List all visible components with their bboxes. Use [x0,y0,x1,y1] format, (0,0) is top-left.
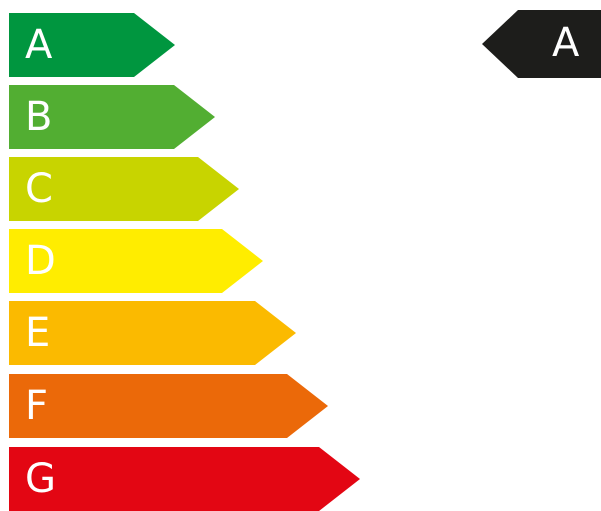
current-rating-indicator: A [482,10,601,78]
band-arrow-shape [9,229,263,293]
band-arrow-shape [9,447,360,511]
indicator-letter: A [552,20,580,66]
band-letter: A [25,22,53,68]
band-arrow-shape [9,85,215,149]
band-letter: G [25,456,56,502]
band-letter: E [25,310,51,356]
band-arrow-shape [9,301,296,365]
band-letter: B [25,94,53,140]
band-letter: D [25,238,56,284]
band-letter: F [25,383,49,429]
band-arrow-shape [9,13,175,77]
indicator-arrow-shape [482,10,601,78]
band-arrow-shape [9,374,328,438]
band-letter: C [25,166,53,212]
band-arrow-shape [9,157,239,221]
